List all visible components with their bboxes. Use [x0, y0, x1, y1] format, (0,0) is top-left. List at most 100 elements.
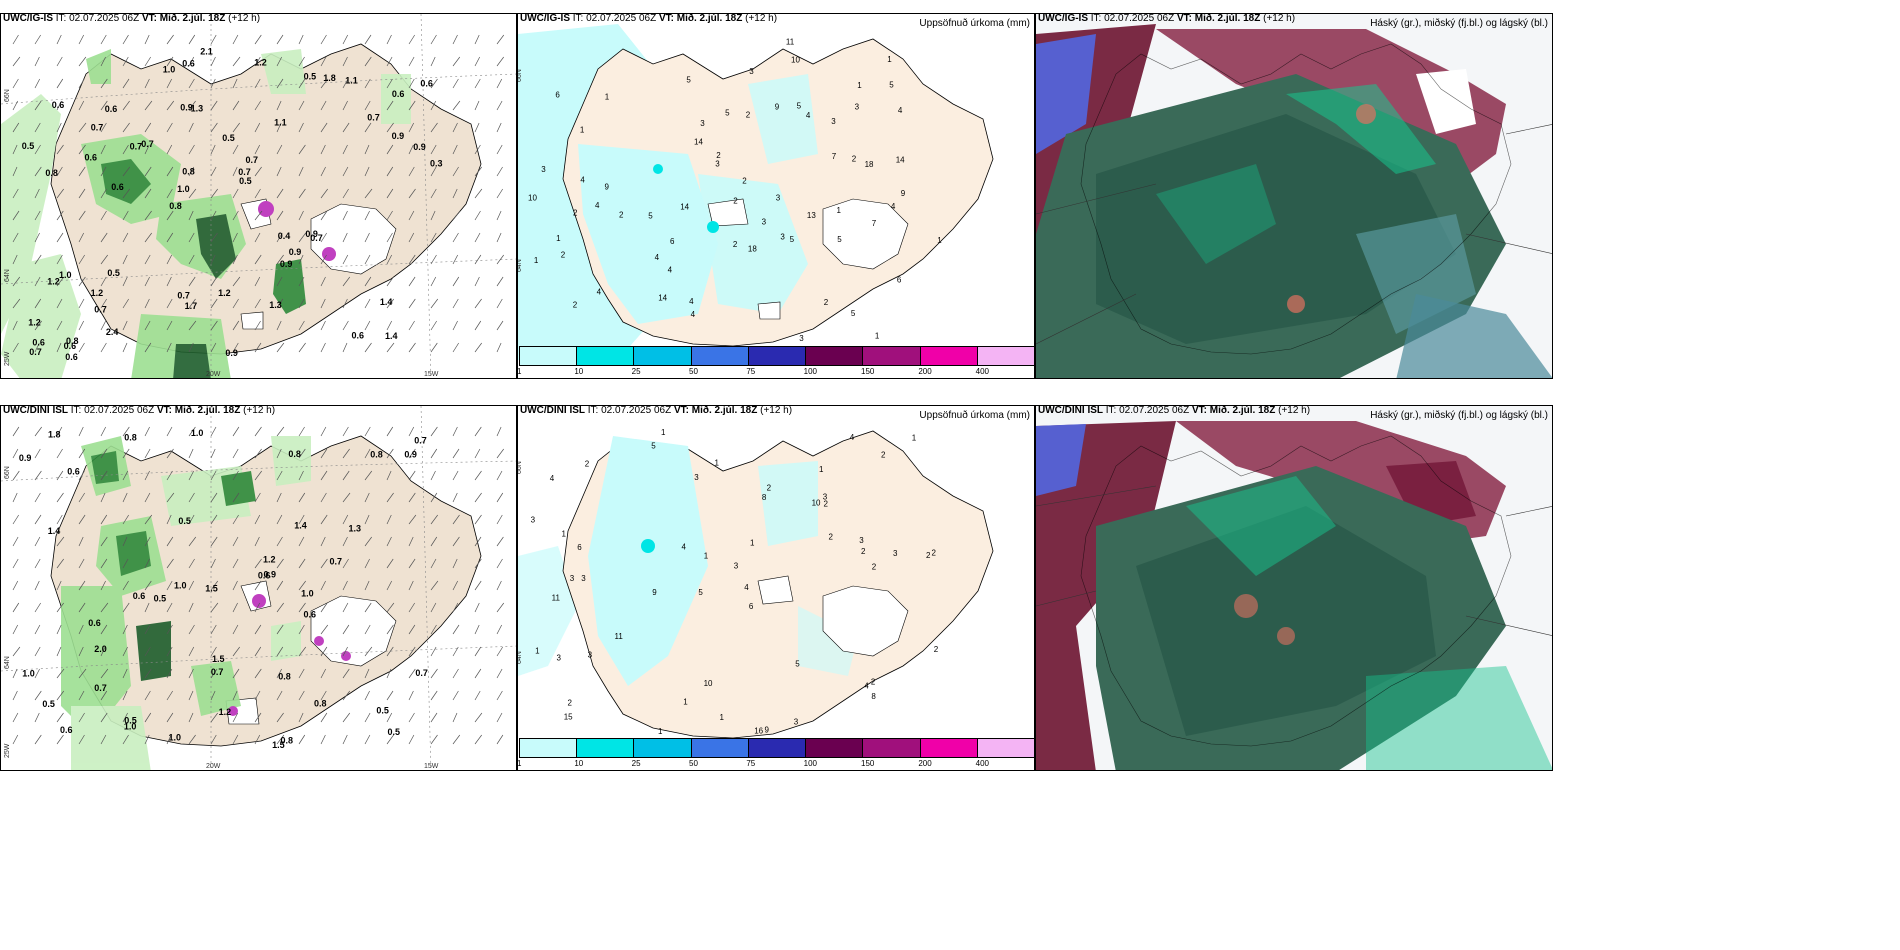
- map-value-label: 0.8: [288, 449, 301, 459]
- wind-barb: [100, 426, 107, 437]
- map-value-label: 14: [694, 138, 703, 147]
- wind-barb: [430, 492, 438, 503]
- wind-barb: [276, 668, 282, 679]
- map-value-label: 4: [682, 542, 687, 551]
- map-value-label: 5: [648, 212, 653, 221]
- map-value-label: 1.0: [191, 428, 204, 438]
- wind-barb: [496, 426, 502, 437]
- wind-barb: [78, 690, 85, 701]
- iceland-outline: [1080, 43, 1512, 355]
- wind-barb: [34, 580, 40, 591]
- wind-barb: [386, 122, 394, 133]
- wind-barb: [232, 166, 238, 177]
- wind-barb: [34, 276, 41, 287]
- wind-barb: [408, 426, 415, 437]
- wind-barb: [452, 342, 459, 353]
- wind-barb: [188, 668, 194, 679]
- wind-barb: [210, 56, 216, 67]
- wind-barb: [122, 448, 130, 459]
- map-value-label: 8: [762, 493, 767, 502]
- wind-barb: [100, 254, 108, 265]
- wind-barb: [254, 232, 261, 243]
- wind-barb: [364, 426, 371, 437]
- map-value-label: 0.7: [415, 668, 428, 678]
- wind-barb: [342, 144, 348, 155]
- wind-barb: [78, 426, 84, 437]
- map-value-label: 1.8: [48, 429, 61, 439]
- map-value-label: 0.5: [388, 727, 401, 737]
- wind-barb: [254, 78, 261, 89]
- panel-header-top-left: UWC/IG-IS IT: 02.07.2025 06Z VT: Mið. 2.…: [3, 13, 260, 24]
- wind-barb: [298, 34, 304, 45]
- wind-barb: [474, 690, 481, 701]
- wind-barb: [430, 514, 438, 525]
- wind-barb: [342, 646, 348, 657]
- wind-barb: [276, 690, 283, 701]
- colorbar-segment: [863, 739, 921, 757]
- map-value-label: 0.6: [105, 104, 118, 114]
- map-value-label: 7: [832, 152, 837, 161]
- wind-barb: [276, 536, 283, 547]
- wind-barb: [78, 602, 86, 613]
- map-value-label: 1.2: [219, 707, 232, 717]
- map-value-label: 4: [891, 202, 896, 211]
- wind-barb: [210, 624, 217, 635]
- wind-barb: [496, 514, 503, 525]
- wind-barb: [298, 342, 306, 353]
- wind-barb: [100, 690, 108, 701]
- wind-barb: [56, 646, 62, 657]
- map-value-label: 3: [570, 574, 575, 583]
- wind-barb: [34, 558, 41, 569]
- map-value-label: 0.9: [180, 103, 193, 113]
- init-time-value: 02.07.2025 06Z: [84, 405, 155, 416]
- wind-barb: [408, 56, 415, 67]
- wind-barb: [342, 690, 351, 701]
- wind-barb: [408, 210, 415, 221]
- map-value-label: 5: [797, 101, 802, 110]
- wind-barb: [34, 188, 40, 199]
- map-value-label: 9: [652, 588, 657, 597]
- wind-barb: [78, 646, 84, 657]
- wind-barb: [144, 342, 152, 353]
- panel-header-top-right: UWC/IG-IS IT: 02.07.2025 06Z VT: Mið. 2.…: [1038, 14, 1295, 24]
- wind-barb: [78, 298, 85, 309]
- map-value-label: 1.0: [124, 722, 137, 732]
- wind-barb: [474, 712, 483, 723]
- wind-barb: [474, 448, 481, 459]
- wind-barb: [386, 78, 393, 89]
- wind-barb: [364, 34, 372, 45]
- valid-time-label: VT:: [141, 13, 157, 24]
- map-value-label: 14: [680, 202, 689, 211]
- wind-barb: [34, 536, 41, 547]
- panel-bottom-right-clouds: UWC/DINI ISL IT: 02.07.2025 06Z VT: Mið.…: [1035, 405, 1553, 771]
- wind-barb: [34, 210, 41, 221]
- wind-barb: [56, 320, 63, 331]
- wind-barb: [298, 448, 306, 459]
- wind-barb: [276, 602, 284, 613]
- wind-barb: [166, 448, 174, 459]
- wind-barb: [496, 602, 505, 613]
- wind-barb: [452, 514, 460, 525]
- map-value-label: 0.8: [281, 736, 294, 746]
- wind-barb: [232, 100, 240, 111]
- wind-barb: [210, 320, 218, 331]
- map-value-label: 3: [588, 651, 593, 660]
- map-value-label: 3: [859, 536, 864, 545]
- wind-barb: [122, 232, 129, 243]
- wind-barb: [474, 624, 480, 635]
- wind-barb: [210, 166, 217, 177]
- map-value-label: 6: [577, 543, 582, 552]
- wind-barb: [100, 448, 108, 459]
- wind-barb: [496, 536, 504, 547]
- panel-bottom-left-wind-map: 1.0 1.5 0.5 0.8 0.8 0.6 0.6 0.5 1.0 0.5 0.8 1.2 1.0 0…: [0, 405, 517, 771]
- map-value-label: 1.3: [349, 523, 362, 533]
- wind-barb: [188, 492, 195, 503]
- wind-barb: [188, 470, 195, 481]
- wind-barb: [78, 166, 86, 177]
- map-value-label: 0.5: [178, 516, 191, 526]
- map-value-label: 4: [806, 111, 811, 120]
- wind-barb: [342, 320, 349, 331]
- map-value-label: 2: [733, 196, 738, 205]
- wind-barb: [452, 78, 459, 89]
- wind-barb: [254, 298, 261, 309]
